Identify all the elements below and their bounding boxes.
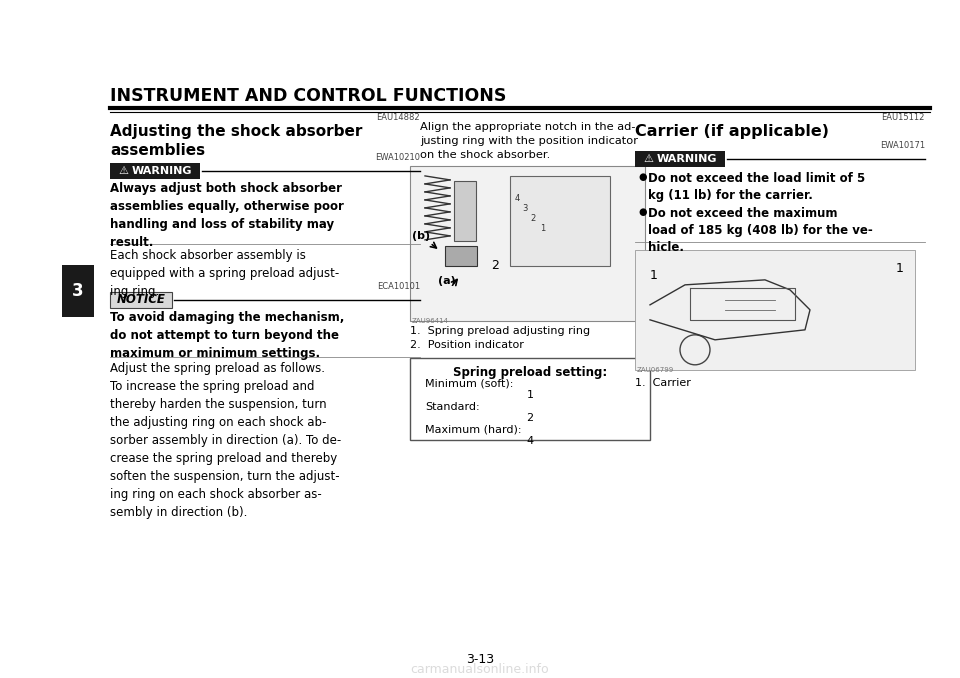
Text: 3-13: 3-13	[466, 653, 494, 666]
Text: INSTRUMENT AND CONTROL FUNCTIONS: INSTRUMENT AND CONTROL FUNCTIONS	[110, 87, 506, 105]
Text: Minimum (soft):: Minimum (soft):	[425, 379, 514, 388]
Text: (b): (b)	[412, 231, 430, 241]
Text: 3: 3	[72, 282, 84, 300]
Text: EAU15112: EAU15112	[881, 113, 925, 122]
Text: 2: 2	[492, 260, 499, 273]
Text: EWA10210: EWA10210	[375, 153, 420, 162]
Bar	[510, 176, 610, 266]
Text: 1.  Carrier: 1. Carrier	[635, 378, 691, 388]
Text: 2: 2	[530, 214, 536, 223]
Text: (a): (a)	[438, 276, 456, 286]
Text: Adjust the spring preload as follows.
To increase the spring preload and
thereby: Adjust the spring preload as follows. To…	[110, 362, 341, 519]
Text: Adjusting the shock absorber
assemblies: Adjusting the shock absorber assemblies	[110, 124, 362, 157]
Text: ⚠: ⚠	[643, 154, 653, 164]
Text: 2.  Position indicator: 2. Position indicator	[410, 340, 524, 350]
Text: 4: 4	[515, 194, 520, 203]
Text: ECA10101: ECA10101	[377, 282, 420, 291]
Text: carmanualsonline.info: carmanualsonline.info	[411, 663, 549, 676]
Text: EAU14882: EAU14882	[376, 113, 420, 122]
Text: 1.  Spring preload adjusting ring: 1. Spring preload adjusting ring	[410, 326, 590, 336]
Text: WARNING: WARNING	[132, 166, 193, 176]
Text: Carrier (if applicable): Carrier (if applicable)	[635, 124, 829, 139]
Text: ●: ●	[638, 172, 646, 182]
Text: Align the appropriate notch in the ad-
justing ring with the position indicator
: Align the appropriate notch in the ad- j…	[420, 122, 638, 160]
Bar	[410, 166, 645, 321]
Text: WARNING: WARNING	[657, 154, 717, 164]
Bar	[110, 292, 172, 308]
Text: EWA10171: EWA10171	[880, 141, 925, 150]
Text: Maximum (hard):: Maximum (hard):	[425, 425, 521, 435]
Text: NOTICE: NOTICE	[116, 294, 165, 306]
Text: Always adjust both shock absorber
assemblies equally, otherwise poor
handling an: Always adjust both shock absorber assemb…	[110, 182, 344, 249]
Text: Spring preload setting:: Spring preload setting:	[453, 366, 607, 379]
Bar	[445, 246, 477, 266]
Bar	[635, 151, 725, 167]
Bar	[410, 358, 650, 440]
Text: ZAU06799: ZAU06799	[637, 367, 674, 373]
Text: ZAU96414: ZAU96414	[412, 318, 449, 324]
Text: ⚠: ⚠	[118, 166, 128, 176]
Text: Standard:: Standard:	[425, 402, 480, 412]
Bar	[454, 181, 476, 241]
Bar	[635, 250, 915, 370]
Text: 1: 1	[540, 224, 545, 233]
Text: 2: 2	[526, 413, 534, 423]
Bar	[110, 163, 200, 179]
Bar	[62, 265, 94, 317]
Text: 1: 1	[650, 269, 658, 282]
Text: 3: 3	[522, 204, 527, 213]
Text: 1: 1	[896, 262, 904, 275]
Text: ●: ●	[638, 207, 646, 217]
Text: 4: 4	[526, 436, 534, 445]
Text: Do not exceed the maximum
load of 185 kg (408 lb) for the ve-
hicle.: Do not exceed the maximum load of 185 kg…	[648, 207, 873, 254]
Text: Each shock absorber assembly is
equipped with a spring preload adjust-
ing ring.: Each shock absorber assembly is equipped…	[110, 249, 339, 298]
Text: 1: 1	[526, 390, 534, 400]
Text: Do not exceed the load limit of 5
kg (11 lb) for the carrier.: Do not exceed the load limit of 5 kg (11…	[648, 172, 865, 202]
Text: To avoid damaging the mechanism,
do not attempt to turn beyond the
maximum or mi: To avoid damaging the mechanism, do not …	[110, 311, 345, 360]
